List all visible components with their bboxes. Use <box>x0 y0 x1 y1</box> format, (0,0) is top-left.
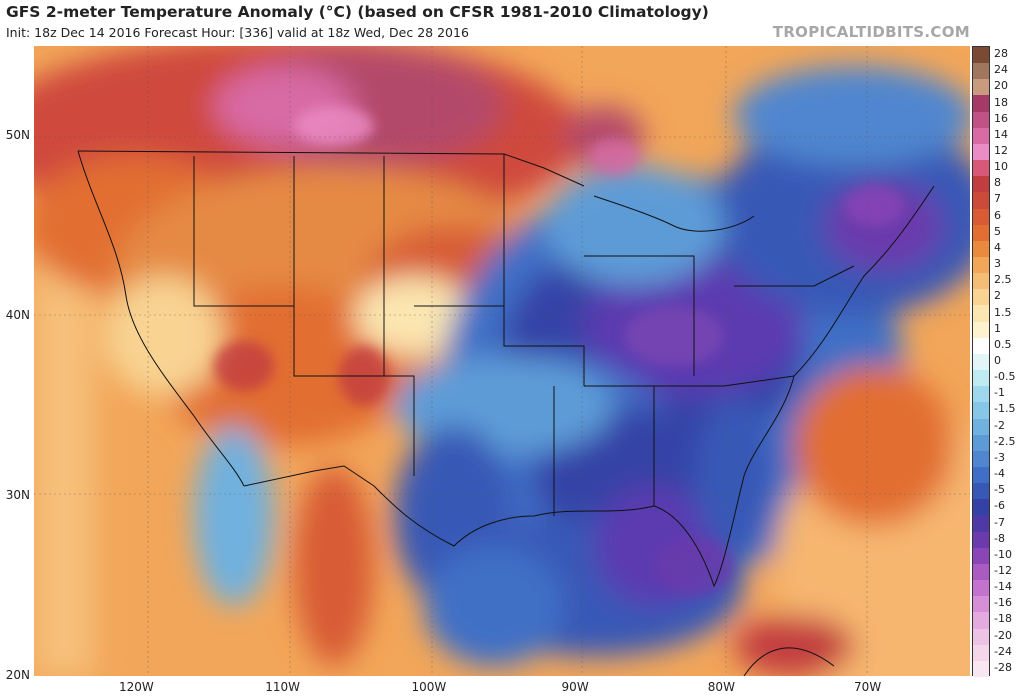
colorbar-tick-label: -16 <box>994 596 1012 610</box>
colorbar-tick-label: 6 <box>994 208 1001 222</box>
colorbar-swatch <box>973 321 989 339</box>
colorbar-swatch <box>973 273 989 290</box>
colorbar-swatch <box>973 47 989 64</box>
colorbar-tick-label: -4 <box>994 467 1005 481</box>
colorbar-swatch <box>973 305 989 323</box>
longitude-label: 70W <box>854 680 882 694</box>
colorbar-tick-label: 16 <box>994 111 1008 125</box>
colorbar-swatch <box>973 644 989 662</box>
colorbar-swatch <box>973 450 989 468</box>
colorbar-swatch <box>973 160 989 177</box>
colorbar-tick-label: -20 <box>994 628 1012 642</box>
colorbar-swatch <box>973 143 989 161</box>
longitude-label: 90W <box>561 680 589 694</box>
colorbar-swatch <box>973 208 989 226</box>
colorbar-swatch <box>973 596 989 613</box>
colorbar-tick-label: -28 <box>994 660 1012 674</box>
colorbar-tick-label: -3 <box>994 450 1005 464</box>
colorbar-tick-label: -8 <box>994 531 1005 545</box>
longitude-label: 110W <box>265 680 301 694</box>
colorbar-tick-label: 12 <box>994 144 1008 157</box>
anomaly-field <box>34 46 970 676</box>
colorbar-tick-label: 4 <box>994 240 1001 254</box>
colorbar-swatch <box>973 224 989 242</box>
political-boundaries <box>77 150 935 676</box>
longitude-label: 100W <box>411 680 447 694</box>
colorbar-tick-label: -2 <box>994 418 1005 432</box>
colorbar-swatch <box>973 580 989 597</box>
colorbar-swatch <box>973 660 989 678</box>
colorbar-tick-label: 24 <box>994 63 1008 77</box>
colorbar-swatch <box>973 531 989 549</box>
colorbar-tick-label: -1.5 <box>994 402 1016 416</box>
colorbar-tick-label: 2.5 <box>994 273 1012 287</box>
colorbar-tick-label: 14 <box>994 127 1008 141</box>
colorbar-tick-label: 3 <box>994 257 1001 271</box>
colorbar-tick-label: -24 <box>994 644 1012 658</box>
map-title: GFS 2-meter Temperature Anomaly (°C) (ba… <box>6 3 709 21</box>
colorbar-swatch <box>973 612 989 630</box>
colorbar-tick-label: -1 <box>994 386 1005 400</box>
colorbar-tick-label: -2.5 <box>994 434 1016 448</box>
anomaly-map: 50N 40N 30N 20N 120W 110W 100W 90W 80W 70W <box>6 46 970 694</box>
colorbar-swatch <box>973 337 989 355</box>
colorbar-tick-label: 10 <box>994 160 1008 174</box>
colorbar-swatch <box>973 483 989 500</box>
colorbar-tick-label: -14 <box>994 580 1012 594</box>
lat-lon-grid <box>34 46 970 676</box>
colorbar-swatch <box>973 63 989 80</box>
colorbar-tick-label: -5 <box>994 483 1005 497</box>
colorbar-tick-label: 0.5 <box>994 337 1012 351</box>
colorbar-tick-label: 2 <box>994 289 1001 303</box>
colorbar-swatch <box>973 353 989 371</box>
colorbar <box>972 46 990 678</box>
colorbar-swatch <box>973 515 989 533</box>
colorbar-swatch <box>973 95 989 113</box>
colorbar-swatch <box>973 467 989 484</box>
colorbar-swatch <box>973 563 989 581</box>
colorbar-swatch <box>973 628 989 646</box>
latitude-label: 50N <box>5 128 30 142</box>
colorbar-tick-label: 7 <box>994 192 1001 206</box>
colorbar-swatch <box>973 434 989 452</box>
colorbar-swatch <box>973 499 989 516</box>
colorbar-swatch <box>973 79 989 96</box>
colorbar-swatch <box>973 547 989 565</box>
latitude-label: 40N <box>5 308 30 322</box>
colorbar-swatch <box>973 240 989 258</box>
colorbar-swatch <box>973 257 989 274</box>
map-subtitle: Init: 18z Dec 14 2016 Forecast Hour: [33… <box>6 25 469 40</box>
colorbar-swatch <box>973 192 989 210</box>
latitude-label: 20N <box>5 668 30 682</box>
colorbar-tick-label: 8 <box>994 176 1001 190</box>
longitude-label: 120W <box>118 680 154 694</box>
colorbar-labels: 28 24 20 18 16 14 12 10 8 7 6 5 4 3 2.5 2 1.5 1 0.5 0 -0.5 -1… <box>994 46 1024 676</box>
colorbar-tick-label: 20 <box>994 79 1008 93</box>
colorbar-swatch <box>973 386 989 403</box>
colorbar-swatch <box>973 289 989 306</box>
map-canvas <box>34 46 970 676</box>
colorbar-tick-label: 1 <box>994 321 1001 335</box>
colorbar-tick-label: 28 <box>994 47 1008 61</box>
latitude-label: 30N <box>5 488 30 502</box>
colorbar-tick-label: 0 <box>994 354 1001 367</box>
colorbar-swatch <box>973 418 989 436</box>
colorbar-tick-label: -7 <box>994 515 1005 529</box>
colorbar-swatch <box>973 370 989 387</box>
colorbar-swatch <box>973 111 989 129</box>
colorbar-tick-label: -12 <box>994 564 1012 577</box>
colorbar-tick-label: -18 <box>994 612 1012 626</box>
colorbar-swatch <box>973 127 989 145</box>
colorbar-tick-label: 18 <box>994 95 1008 109</box>
colorbar-tick-label: -6 <box>994 499 1005 513</box>
colorbar-swatch <box>973 402 989 420</box>
colorbar-tick-label: 5 <box>994 224 1001 238</box>
longitude-label: 80W <box>707 680 735 694</box>
colorbar-swatch <box>973 176 989 193</box>
header: GFS 2-meter Temperature Anomaly (°C) (ba… <box>0 0 1024 46</box>
colorbar-tick-label: -10 <box>994 547 1012 561</box>
colorbar-tick-label: -0.5 <box>994 370 1016 384</box>
colorbar-tick-label: 1.5 <box>994 305 1012 319</box>
source-credit: TROPICALTIDBITS.COM <box>772 23 970 41</box>
